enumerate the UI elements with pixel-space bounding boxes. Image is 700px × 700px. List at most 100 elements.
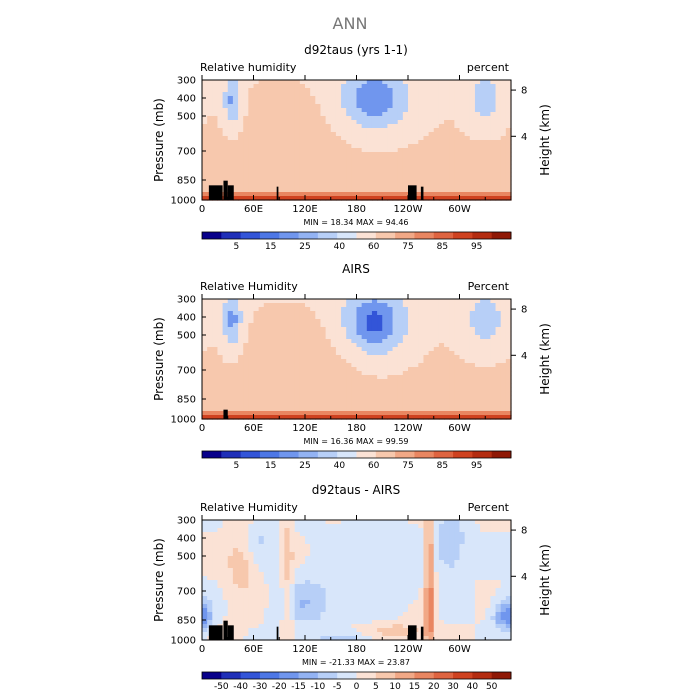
field-cell (320, 327, 327, 332)
field-cell (464, 80, 471, 85)
field-cell (361, 544, 368, 549)
field-cell (258, 395, 265, 400)
field-cell (202, 184, 208, 189)
field-cell (299, 552, 306, 557)
field-cell (346, 596, 352, 601)
field-cell (469, 540, 476, 545)
field-cell (377, 544, 383, 549)
field-cell (366, 411, 373, 416)
field-cell (438, 520, 445, 525)
field-cell (310, 536, 316, 541)
field-cell (413, 584, 419, 589)
field-cell (474, 104, 481, 109)
field-cell (438, 399, 445, 404)
field-cell (310, 168, 316, 173)
field-cell (495, 407, 502, 412)
field-cell (397, 592, 404, 597)
field-cell (274, 351, 280, 356)
field-cell (227, 580, 234, 585)
field-cell (202, 576, 208, 581)
field-cell (444, 540, 450, 545)
field-cell (289, 140, 296, 145)
field-cell (268, 323, 275, 328)
field-cell (433, 355, 440, 360)
field-cell (361, 556, 368, 561)
field-cell (284, 383, 291, 388)
field-cell (413, 580, 419, 585)
field-cell (207, 552, 213, 557)
field-cell (444, 552, 450, 557)
field-cell (408, 168, 414, 173)
field-cell (227, 108, 234, 113)
field-cell (320, 532, 327, 537)
field-cell (268, 92, 275, 97)
field-cell (485, 407, 491, 412)
field-cell (346, 112, 352, 117)
field-cell (238, 395, 244, 400)
field-cell (346, 548, 352, 553)
field-cell (377, 407, 383, 412)
field-cell (490, 184, 497, 189)
field-cell (382, 315, 388, 320)
field-cell (444, 156, 450, 161)
field-cell (335, 116, 342, 121)
field-cell (253, 387, 260, 392)
field-cell (480, 140, 486, 145)
field-cell (392, 176, 399, 181)
field-cell (392, 399, 399, 404)
field-cell (346, 311, 352, 316)
field-cell (299, 367, 306, 372)
field-cell (505, 351, 512, 356)
field-cell (263, 307, 270, 312)
field-cell (485, 391, 491, 396)
field-cell (207, 104, 213, 109)
field-cell (279, 355, 285, 360)
field-cell (320, 319, 327, 324)
field-cell (408, 172, 414, 177)
field-cell (320, 128, 327, 133)
field-cell (459, 363, 466, 368)
field-cell (289, 564, 296, 569)
field-cell (253, 172, 260, 177)
field-cell (253, 196, 260, 201)
field-cell (258, 411, 265, 416)
field-cell (279, 80, 285, 85)
field-cell (469, 100, 476, 105)
field-cell (490, 116, 497, 121)
field-cell (490, 88, 497, 93)
field-cell (408, 556, 414, 561)
field-cell (274, 572, 280, 577)
field-cell (500, 576, 507, 581)
field-cell (341, 564, 347, 569)
field-cell (238, 180, 244, 185)
field-cell (268, 379, 275, 384)
field-cell (382, 580, 388, 585)
field-cell (299, 395, 306, 400)
field-cell (248, 148, 255, 153)
field-cell (263, 355, 270, 360)
field-cell (222, 536, 229, 541)
field-cell (325, 532, 332, 537)
field-cell (289, 108, 296, 113)
field-cell (454, 140, 461, 145)
field-cell (485, 572, 491, 577)
field-cell (279, 588, 285, 593)
field-cell (258, 363, 265, 368)
field-cell (232, 520, 239, 525)
field-cell (505, 144, 512, 149)
field-cell (212, 371, 219, 376)
field-cell (392, 88, 399, 93)
field-cell (232, 371, 239, 376)
field-cell (413, 379, 419, 384)
field-cell (485, 176, 491, 181)
field-cell (438, 407, 445, 412)
field-cell (294, 592, 301, 597)
field-cell (212, 104, 219, 109)
field-cell (438, 391, 445, 396)
field-cell (495, 307, 502, 312)
field-cell (459, 415, 466, 420)
field-cell (485, 588, 491, 593)
field-cell (202, 335, 208, 340)
field-cell (294, 172, 301, 177)
field-cell (294, 152, 301, 157)
